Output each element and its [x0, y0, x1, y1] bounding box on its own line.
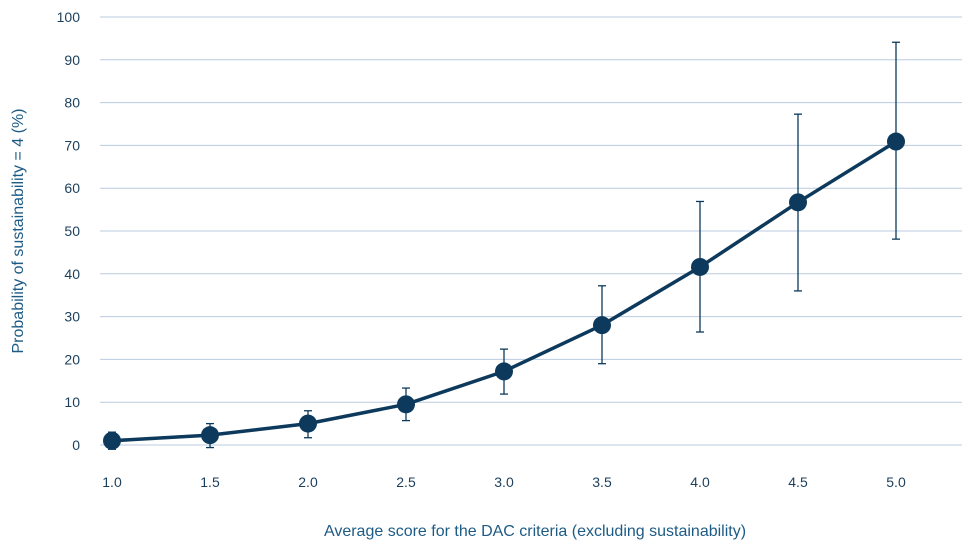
- y-tick-label: 70: [64, 137, 80, 153]
- error-bars: [108, 41, 900, 450]
- data-point: [495, 362, 513, 381]
- y-tick-label: 80: [64, 95, 80, 111]
- x-axis-ticks: 1.0 1.5 2.0 2.5 3.0 3.5 4.0 4.5 5.0: [102, 474, 906, 490]
- x-tick-label: 5.0: [886, 474, 906, 490]
- y-tick-label: 40: [64, 266, 80, 282]
- y-tick-label: 30: [64, 309, 80, 325]
- series-line: [111, 140, 897, 443]
- y-tick-label: 90: [64, 52, 80, 68]
- y-tick-label: 60: [64, 180, 80, 196]
- x-tick-label: 3.0: [494, 474, 514, 490]
- x-tick-label: 4.5: [788, 474, 808, 490]
- data-point: [887, 132, 905, 151]
- y-tick-label: 10: [64, 394, 80, 410]
- gridlines: [100, 16, 962, 446]
- x-tick-label: 1.5: [200, 474, 220, 490]
- x-axis-title: Average score for the DAC criteria (excl…: [324, 523, 746, 540]
- data-point: [593, 316, 611, 335]
- data-point: [201, 426, 219, 445]
- y-tick-label: 50: [64, 223, 80, 239]
- x-tick-label: 2.5: [396, 474, 416, 490]
- x-tick-label: 3.5: [592, 474, 612, 490]
- data-point: [691, 257, 709, 276]
- y-tick-label: 100: [57, 9, 81, 25]
- y-axis-title: Probability of sustainability = 4 (%): [10, 109, 27, 354]
- data-point: [397, 395, 415, 414]
- data-point: [299, 414, 317, 433]
- series-line-path: [111, 140, 897, 443]
- x-tick-label: 2.0: [298, 474, 318, 490]
- x-tick-label: 1.0: [102, 474, 122, 490]
- y-tick-label: 20: [64, 351, 80, 367]
- x-tick-label: 4.0: [690, 474, 710, 490]
- data-point: [789, 193, 807, 212]
- data-points: [103, 132, 905, 450]
- y-axis-ticks: 0 10 20 30 40 50 60 70 80 90 100: [57, 9, 81, 453]
- y-tick-label: 0: [72, 437, 80, 453]
- data-point: [103, 431, 121, 450]
